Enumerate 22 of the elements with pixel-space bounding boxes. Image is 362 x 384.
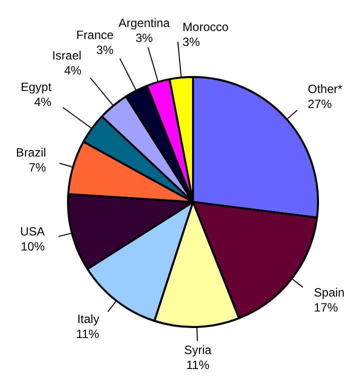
- slice-label: Other*: [308, 82, 343, 96]
- data-label: 11%: [186, 358, 210, 372]
- slice-label: France: [76, 28, 114, 42]
- slice-label: USA: [20, 224, 45, 238]
- data-label: 10%: [20, 239, 46, 254]
- data-label: 4%: [34, 94, 52, 109]
- slice-label: Brazil: [16, 146, 46, 160]
- slice-label: Spain: [314, 286, 345, 300]
- data-label: 4%: [64, 64, 82, 78]
- slice-label: Italy: [77, 312, 100, 326]
- slice-label: Syria: [184, 343, 212, 358]
- data-label: 7%: [28, 160, 46, 175]
- slice-label: Egypt: [20, 80, 52, 94]
- data-label: 17%: [314, 300, 338, 315]
- data-label: 3%: [182, 35, 200, 50]
- data-label: 27%: [308, 96, 332, 111]
- slice-label: Israel: [52, 48, 82, 63]
- slice-label: Argentina: [118, 16, 170, 30]
- data-label: 3%: [136, 31, 154, 46]
- data-label: 3%: [96, 42, 114, 57]
- data-label: 11%: [76, 327, 100, 342]
- slice-label: Morocco: [182, 20, 229, 34]
